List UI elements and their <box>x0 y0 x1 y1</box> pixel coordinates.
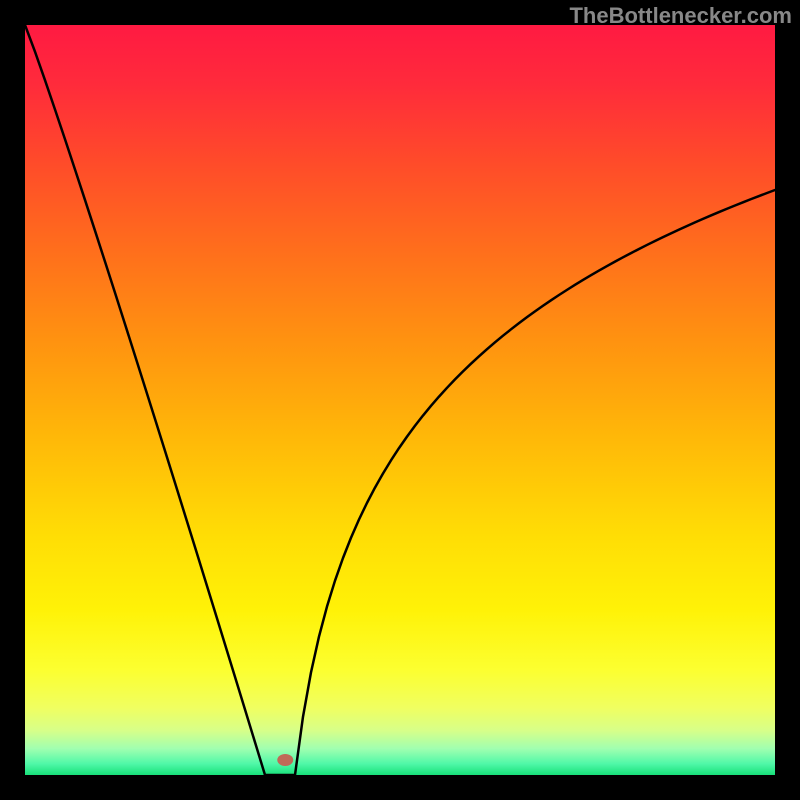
bottleneck-chart <box>0 0 800 800</box>
bottleneck-marker <box>277 754 293 766</box>
plot-background <box>25 25 775 775</box>
chart-container: TheBottlenecker.com <box>0 0 800 800</box>
